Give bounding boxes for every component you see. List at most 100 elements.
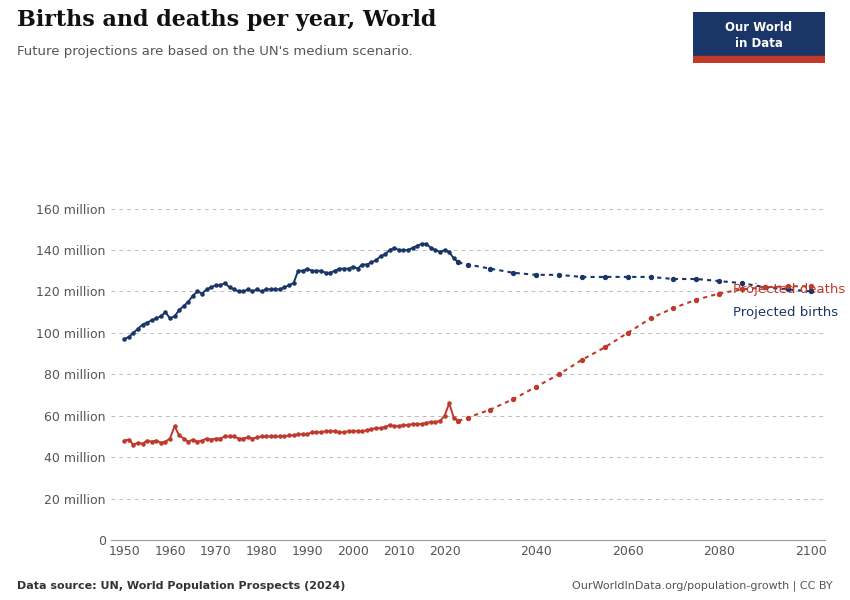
Point <box>196 436 209 445</box>
Point <box>337 264 351 274</box>
Point <box>424 417 438 427</box>
Point <box>232 287 246 296</box>
Point <box>781 284 795 294</box>
Point <box>438 245 451 255</box>
Text: OurWorldInData.org/population-growth | CC BY: OurWorldInData.org/population-growth | C… <box>572 581 833 591</box>
Point <box>122 435 136 445</box>
Point <box>415 419 428 429</box>
Point <box>292 266 305 275</box>
Point <box>196 289 209 298</box>
Point <box>735 284 749 294</box>
Point <box>758 283 772 292</box>
Point <box>424 243 438 253</box>
Point <box>365 424 378 434</box>
Point <box>144 316 158 325</box>
Point <box>712 276 726 286</box>
Point <box>227 284 241 294</box>
Point <box>442 247 456 257</box>
Point <box>374 424 388 433</box>
Point <box>236 434 250 443</box>
Point <box>232 434 246 443</box>
Point <box>451 416 465 425</box>
Point <box>227 431 241 441</box>
Point <box>332 427 346 437</box>
Point <box>342 427 355 436</box>
Point <box>309 427 323 437</box>
Point <box>117 334 131 344</box>
Point <box>241 284 255 294</box>
Point <box>282 280 296 290</box>
Point <box>415 239 428 248</box>
Point <box>575 272 589 282</box>
Point <box>461 260 474 269</box>
Point <box>804 281 818 291</box>
Point <box>154 311 167 321</box>
Point <box>484 264 497 274</box>
Point <box>369 256 382 265</box>
Point <box>190 287 204 296</box>
Point <box>758 283 772 292</box>
Point <box>182 297 196 307</box>
Point <box>397 420 411 430</box>
Point <box>461 413 474 422</box>
Point <box>159 307 173 317</box>
Point <box>282 431 296 440</box>
Point <box>117 436 131 445</box>
Point <box>689 295 703 305</box>
Point <box>420 239 434 248</box>
Point <box>382 245 396 255</box>
Point <box>241 433 255 442</box>
Point <box>346 262 360 271</box>
Point <box>405 243 419 253</box>
Point <box>319 268 332 278</box>
Point <box>388 421 401 431</box>
Point <box>598 272 612 282</box>
Point <box>296 430 309 439</box>
Bar <box>693 56 824 63</box>
Point <box>140 436 154 445</box>
Point <box>323 427 337 436</box>
Point <box>552 270 566 280</box>
Point <box>342 264 355 274</box>
Point <box>328 427 342 436</box>
Point <box>269 431 282 441</box>
Point <box>223 283 236 292</box>
Point <box>140 318 154 328</box>
Point <box>218 431 232 441</box>
Point <box>378 250 392 259</box>
Point <box>213 434 227 443</box>
Point <box>255 287 269 296</box>
Point <box>319 427 332 436</box>
Point <box>167 311 181 321</box>
Point <box>351 427 365 436</box>
Point <box>328 266 342 275</box>
Text: Our World: Our World <box>725 21 792 34</box>
Point <box>305 266 319 275</box>
Point <box>447 253 461 263</box>
Point <box>223 431 236 441</box>
Point <box>309 266 323 275</box>
Point <box>200 434 213 443</box>
Point <box>620 328 634 338</box>
Point <box>177 301 190 311</box>
Point <box>369 424 382 433</box>
Point <box>689 274 703 284</box>
Point <box>735 278 749 288</box>
Point <box>360 260 374 269</box>
Point <box>507 394 520 404</box>
Point <box>286 278 300 288</box>
Point <box>434 247 447 257</box>
Point <box>127 328 140 338</box>
Point <box>401 245 415 255</box>
Point <box>666 303 680 313</box>
Point <box>382 420 396 430</box>
Point <box>346 427 360 436</box>
Point <box>405 419 419 429</box>
Point <box>292 430 305 439</box>
Point <box>332 264 346 274</box>
Point <box>127 440 140 449</box>
Point <box>378 422 392 432</box>
Point <box>131 438 145 448</box>
Point <box>428 245 442 255</box>
Point <box>620 272 634 282</box>
